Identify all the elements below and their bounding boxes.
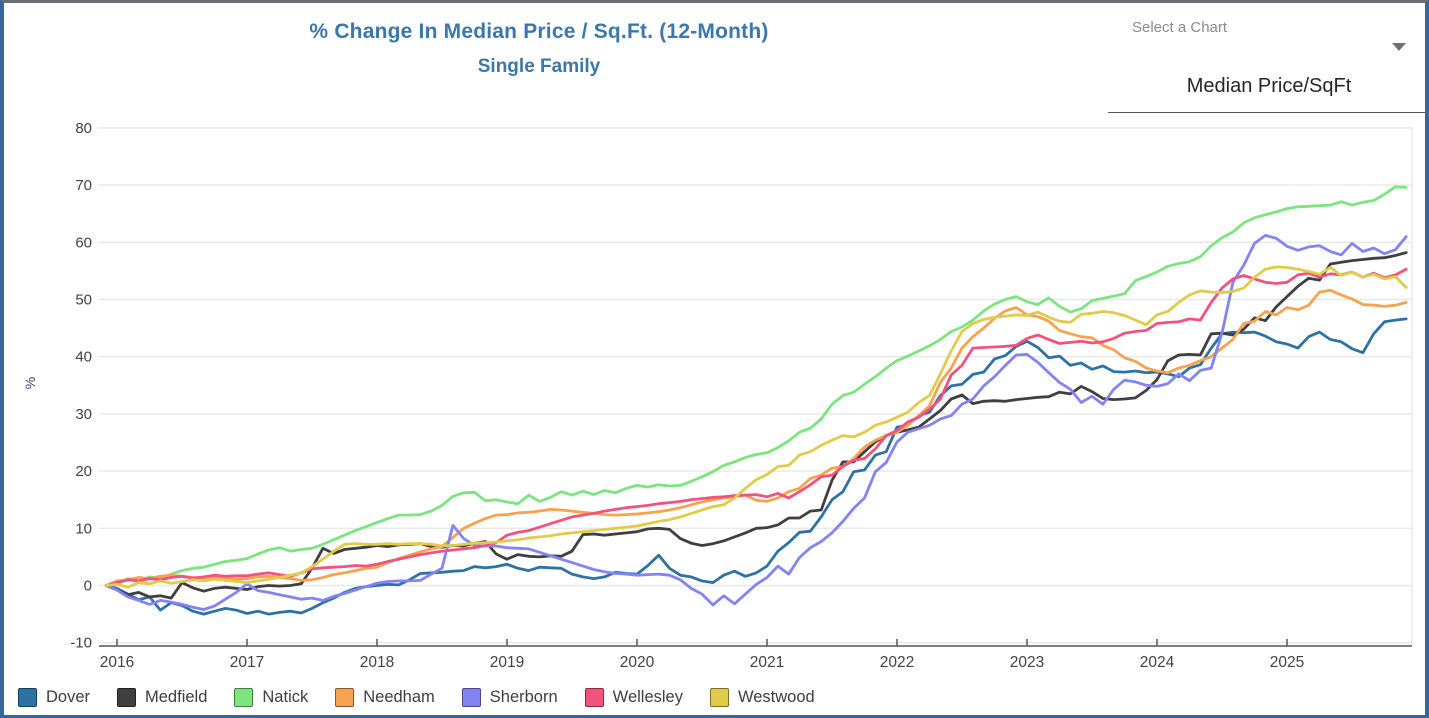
chart-title: % Change In Median Price / Sq.Ft. (12-Mo… — [309, 20, 769, 43]
y-tick-label: 40 — [75, 349, 92, 366]
y-tick-label: 10 — [75, 520, 92, 537]
legend-label: Medfield — [145, 688, 208, 706]
legend-swatch-icon — [234, 688, 254, 707]
x-tick-label: 2016 — [100, 654, 134, 671]
y-tick-label: 60 — [75, 234, 92, 251]
x-tick-label: 2018 — [360, 654, 394, 671]
legend-swatch-icon — [117, 688, 137, 707]
y-tick-label: 30 — [75, 406, 92, 423]
x-tick-label: 2020 — [620, 654, 655, 671]
series-line-sherborn — [104, 233, 1408, 611]
legend-label: Dover — [46, 688, 91, 706]
legend-swatch-icon — [335, 688, 355, 707]
y-tick-label: 70 — [75, 177, 92, 194]
series-line-dover — [104, 317, 1408, 616]
series-line-wellesley — [104, 267, 1408, 587]
x-tick-label: 2021 — [750, 654, 784, 671]
legend-label: Natick — [262, 688, 309, 706]
legend-swatch-icon — [584, 688, 604, 707]
series-line-medfield — [104, 251, 1408, 600]
caret-down-icon[interactable] — [1392, 43, 1406, 51]
y-tick-label: 50 — [75, 292, 92, 309]
y-tick-label: 0 — [84, 578, 92, 595]
legend-label: Wellesley — [612, 688, 683, 706]
x-tick-label: 2022 — [880, 654, 914, 671]
line-chart: 80 70 60 50 40 30 20 10 0 -10 2016 2017 2018 2019 2020… — [70, 120, 1413, 671]
y-tick-label: -10 — [70, 635, 92, 652]
legend-swatch-icon — [461, 688, 481, 707]
legend-item-needham[interactable]: Needham — [335, 688, 435, 707]
x-tick-label: 2017 — [230, 654, 264, 671]
x-tick-label: 2019 — [490, 654, 524, 671]
x-tick-label: 2023 — [1010, 654, 1044, 671]
legend-item-medfield[interactable]: Medfield — [117, 688, 207, 707]
series-line-natick — [104, 185, 1408, 587]
y-tick-label: 80 — [75, 120, 92, 137]
chart-selector-underline — [1108, 112, 1425, 113]
legend-item-wellesley[interactable]: Wellesley — [584, 688, 683, 707]
series-line-westwood — [104, 265, 1408, 589]
chart-selector-value[interactable]: Median Price/SqFt — [1186, 75, 1352, 97]
legend-item-sherborn[interactable]: Sherborn — [461, 688, 558, 707]
y-tick-label: 20 — [75, 463, 92, 480]
chart-legend: Dover Medfield Natick Needham Sherborn Welles… — [18, 688, 815, 707]
x-tick-label: 2024 — [1140, 654, 1175, 671]
x-tick-label: 2025 — [1270, 654, 1304, 671]
legend-label: Sherborn — [489, 688, 558, 706]
legend-label: Westwood — [737, 688, 815, 706]
legend-swatch-icon — [18, 688, 37, 707]
chart-selector-label: Select a Chart — [1132, 19, 1228, 36]
legend-item-westwood[interactable]: Westwood — [709, 688, 815, 707]
legend-label: Needham — [363, 688, 435, 706]
legend-swatch-icon — [709, 688, 729, 707]
legend-item-dover[interactable]: Dover — [18, 688, 90, 707]
legend-item-natick[interactable]: Natick — [234, 688, 308, 707]
series-line-needham — [104, 288, 1408, 587]
chart-subtitle: Single Family — [477, 56, 601, 77]
